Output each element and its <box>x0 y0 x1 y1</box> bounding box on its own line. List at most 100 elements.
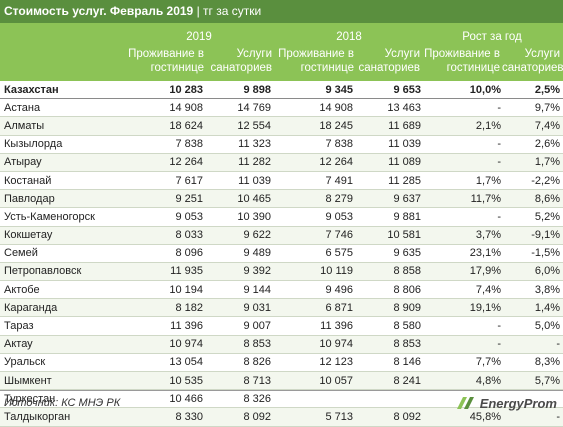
cell-hotel-2018: 11 396 <box>274 316 356 336</box>
cell-hotel-2018: 7 838 <box>274 135 356 154</box>
cell-sanatorium-2018: 11 285 <box>356 171 424 191</box>
table-row: Астана 14 908 14 769 14 908 13 463-9,7% <box>0 98 563 118</box>
header-year-2019: 2019 <box>186 31 212 43</box>
cell-growth-sanatorium: 7,4% <box>504 116 563 136</box>
cell-growth-hotel: 7,4% <box>424 280 504 300</box>
cell-sanatorium-2019: 12 554 <box>206 116 274 136</box>
cell-hotel-2018: 10 057 <box>274 371 356 391</box>
cell-growth-sanatorium: 2,5% <box>504 81 563 100</box>
table-header: 2019 2018 Рост за год Проживание в гости… <box>0 23 563 81</box>
cell-sanatorium-2019: 8 853 <box>206 335 274 354</box>
footer: Источник: КС МНЭ РК EnergyProm <box>0 390 563 416</box>
cell-sanatorium-2018: 9 881 <box>356 207 424 227</box>
cell-sanatorium-2018: 8 146 <box>356 353 424 373</box>
cell-region: Кызылорда <box>0 135 118 154</box>
cell-growth-hotel: - <box>424 207 504 227</box>
cell-sanatorium-2019: 9 622 <box>206 226 274 245</box>
cell-hotel-2018: 7 746 <box>274 226 356 245</box>
cell-sanatorium-2018: 11 689 <box>356 116 424 136</box>
cell-growth-hotel: 4,8% <box>424 371 504 391</box>
cell-hotel-2018: 7 491 <box>274 171 356 191</box>
cell-region: Павлодар <box>0 189 118 209</box>
cell-sanatorium-2018: 8 806 <box>356 280 424 300</box>
table-row: Караганда 8 182 9 031 6 871 8 909 19,1% 1,4% <box>0 298 563 318</box>
cell-sanatorium-2018: 9 653 <box>356 81 424 100</box>
table-row: Туркестан 10 466 8 326 <box>0 389 563 409</box>
cell-hotel-2019: 12 264 <box>118 153 206 172</box>
cell-region: Петропавловск <box>0 262 118 282</box>
table-row: Костанай 7 617 11 039 7 491 11 285 1,7% -2,2% <box>0 171 563 191</box>
cell-hotel-2018: 14 908 <box>274 98 356 118</box>
cell-growth-hotel: 10,0% <box>424 81 504 100</box>
cell-hotel-2019: 11 935 <box>118 262 206 282</box>
cell-sanatorium-2018: 11 089 <box>356 153 424 172</box>
cell-growth-sanatorium: -2,2% <box>504 171 563 191</box>
table-row: Кокшетау 8 033 9 622 7 746 10 581 3,7% -9,1% <box>0 226 563 245</box>
table-row: Тараз 11 396 9 007 11 396 8 580-5,0% <box>0 316 563 336</box>
cell-hotel-2018: 12 264 <box>274 153 356 172</box>
table-row: Усть-Каменогорск 9 053 10 390 9 053 9 881-5,… <box>0 207 563 227</box>
cell-region: Туркестан <box>0 389 118 409</box>
cell-region: Костанай <box>0 171 118 191</box>
cell-region: Актобе <box>0 280 118 300</box>
cell-region: Алматы <box>0 116 118 136</box>
header-2019-hotel: Проживание в гостинице <box>128 48 204 74</box>
cell-growth-sanatorium: - <box>504 335 563 354</box>
cell-hotel-2019: 10 974 <box>118 335 206 354</box>
cell-sanatorium-2019: 9 489 <box>206 244 274 263</box>
cell-hotel-2019: 13 054 <box>118 353 206 373</box>
table-row-total: Казахстан 10 283 9 898 9 345 9 653 10,0% 2,5% <box>0 81 563 100</box>
table-row: Кызылорда 7 838 11 323 7 838 11 039-2,6% <box>0 135 563 154</box>
table-row: Актобе 10 194 9 144 9 496 8 806 7,4% 3,8% <box>0 280 563 300</box>
cell-growth-hotel: - <box>424 135 504 154</box>
cell-growth-sanatorium: 6,0% <box>504 262 563 282</box>
cell-growth-hotel: 17,9% <box>424 262 504 282</box>
header-growth-hotel: Проживание в гостинице <box>424 48 500 74</box>
brand-logo: EnergyProm <box>455 393 557 413</box>
cell-sanatorium-2019: 10 465 <box>206 189 274 209</box>
cell-region: Актау <box>0 335 118 354</box>
cell-growth-sanatorium: -9,1% <box>504 226 563 245</box>
cell-growth-sanatorium: 8,3% <box>504 353 563 373</box>
cell-sanatorium-2018: 13 463 <box>356 98 424 118</box>
cell-sanatorium-2018 <box>356 389 424 409</box>
cell-growth-sanatorium <box>504 389 563 409</box>
cell-sanatorium-2019: 8 826 <box>206 353 274 373</box>
cell-growth-hotel: - <box>424 98 504 118</box>
cell-hotel-2018: 12 123 <box>274 353 356 373</box>
source-note: Источник: КС МНЭ РК <box>4 397 121 409</box>
cell-hotel-2019: 7 617 <box>118 171 206 191</box>
cell-hotel-2019: 8 096 <box>118 244 206 263</box>
cell-growth-hotel: - <box>424 316 504 336</box>
cell-sanatorium-2019: 14 769 <box>206 98 274 118</box>
table-title: Стоимость услуг. Февраль 2019 | тг за су… <box>0 0 563 23</box>
cell-sanatorium-2019: 8 713 <box>206 371 274 391</box>
cell-hotel-2018: 8 279 <box>274 189 356 209</box>
cell-sanatorium-2019: 9 392 <box>206 262 274 282</box>
data-table: Казахстан 10 283 9 898 9 345 9 653 10,0% 2,5% А… <box>0 81 563 427</box>
cell-sanatorium-2019: 8 326 <box>206 389 274 409</box>
cell-growth-hotel: 1,7% <box>424 171 504 191</box>
table-row: Шымкент 10 535 8 713 10 057 8 241 4,8% 5,7% <box>0 371 563 391</box>
table-row: Актау 10 974 8 853 10 974 8 853- - <box>0 335 563 354</box>
header-2018-hotel: Проживание в гостинице <box>278 48 354 74</box>
cell-sanatorium-2018: 8 858 <box>356 262 424 282</box>
cell-sanatorium-2019: 9 007 <box>206 316 274 336</box>
cell-sanatorium-2019: 9 898 <box>206 81 274 100</box>
cell-hotel-2018: 9 053 <box>274 207 356 227</box>
table-row: Уральск 13 054 8 826 12 123 8 146 7,7% 8,3% <box>0 353 563 373</box>
cell-sanatorium-2018: 8 909 <box>356 298 424 318</box>
cell-hotel-2018: 9 496 <box>274 280 356 300</box>
cell-region: Кокшетау <box>0 226 118 245</box>
header-2018-sanatorium: Услуги санаториев <box>358 48 421 74</box>
cell-hotel-2018: 18 245 <box>274 116 356 136</box>
cell-hotel-2019: 8 182 <box>118 298 206 318</box>
cell-hotel-2018: 6 871 <box>274 298 356 318</box>
cell-region: Астана <box>0 98 118 118</box>
cell-hotel-2018: 10 974 <box>274 335 356 354</box>
cell-hotel-2018: 9 345 <box>274 81 356 100</box>
cell-growth-sanatorium: 2,6% <box>504 135 563 154</box>
cell-growth-hotel: 11,7% <box>424 189 504 209</box>
cell-hotel-2019: 10 194 <box>118 280 206 300</box>
cell-hotel-2018: 10 119 <box>274 262 356 282</box>
